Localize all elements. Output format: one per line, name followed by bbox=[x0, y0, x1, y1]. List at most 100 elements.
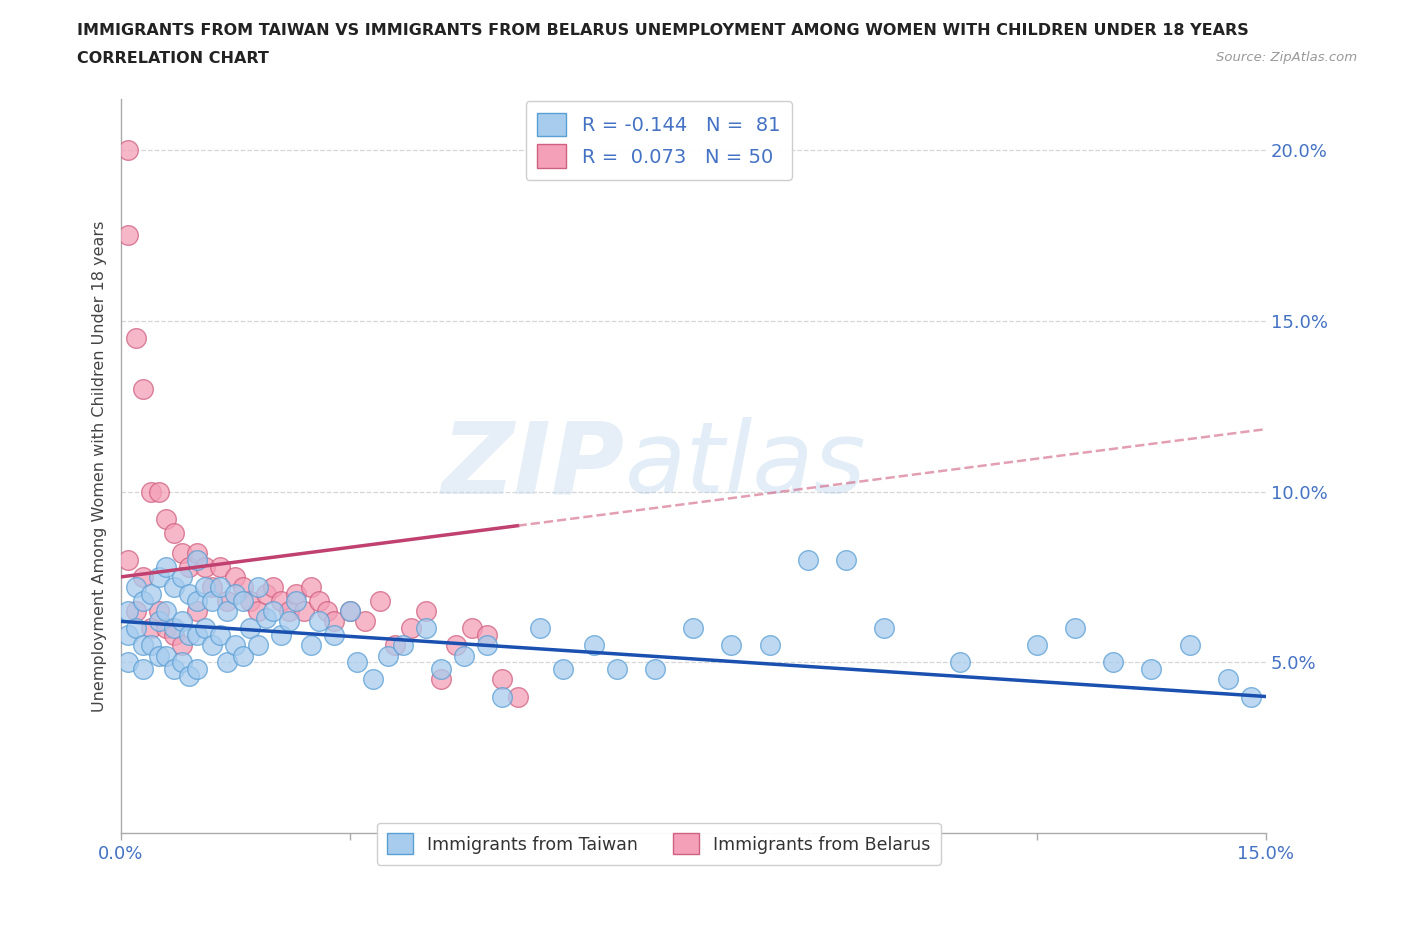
Point bbox=[155, 604, 177, 618]
Point bbox=[217, 604, 239, 618]
Point bbox=[224, 569, 246, 584]
Legend: Immigrants from Taiwan, Immigrants from Belarus: Immigrants from Taiwan, Immigrants from … bbox=[377, 823, 941, 865]
Point bbox=[224, 638, 246, 653]
Point bbox=[682, 620, 704, 635]
Point bbox=[475, 628, 498, 643]
Point bbox=[1102, 655, 1125, 670]
Point bbox=[270, 593, 292, 608]
Point bbox=[232, 579, 254, 594]
Point bbox=[125, 620, 148, 635]
Point bbox=[339, 604, 361, 618]
Point bbox=[163, 579, 186, 594]
Point bbox=[232, 648, 254, 663]
Point bbox=[277, 614, 299, 629]
Point bbox=[117, 228, 139, 243]
Point bbox=[186, 604, 208, 618]
Point bbox=[217, 593, 239, 608]
Point bbox=[224, 587, 246, 602]
Point bbox=[346, 655, 368, 670]
Point bbox=[475, 638, 498, 653]
Point bbox=[246, 638, 269, 653]
Point bbox=[163, 628, 186, 643]
Point bbox=[163, 620, 186, 635]
Point bbox=[361, 672, 384, 687]
Point bbox=[163, 662, 186, 677]
Point bbox=[446, 638, 468, 653]
Point bbox=[873, 620, 896, 635]
Point bbox=[239, 620, 262, 635]
Point bbox=[170, 638, 193, 653]
Point bbox=[139, 620, 162, 635]
Point bbox=[430, 672, 453, 687]
Text: atlas: atlas bbox=[624, 418, 866, 514]
Point bbox=[553, 662, 575, 677]
Point bbox=[285, 587, 308, 602]
Text: IMMIGRANTS FROM TAIWAN VS IMMIGRANTS FROM BELARUS UNEMPLOYMENT AMONG WOMEN WITH : IMMIGRANTS FROM TAIWAN VS IMMIGRANTS FRO… bbox=[77, 23, 1249, 38]
Point bbox=[155, 512, 177, 526]
Point bbox=[292, 604, 315, 618]
Point bbox=[139, 485, 162, 499]
Point bbox=[239, 593, 262, 608]
Point bbox=[308, 593, 330, 608]
Point bbox=[117, 604, 139, 618]
Point bbox=[179, 587, 201, 602]
Point bbox=[399, 620, 422, 635]
Point bbox=[1025, 638, 1047, 653]
Point bbox=[491, 672, 513, 687]
Point bbox=[415, 604, 437, 618]
Point bbox=[720, 638, 742, 653]
Point bbox=[132, 381, 155, 396]
Point bbox=[132, 569, 155, 584]
Point bbox=[117, 628, 139, 643]
Point bbox=[163, 525, 186, 540]
Point bbox=[179, 559, 201, 574]
Point bbox=[299, 638, 322, 653]
Point bbox=[201, 579, 224, 594]
Point bbox=[246, 579, 269, 594]
Point bbox=[193, 579, 215, 594]
Point bbox=[949, 655, 972, 670]
Point bbox=[170, 614, 193, 629]
Text: Source: ZipAtlas.com: Source: ZipAtlas.com bbox=[1216, 51, 1357, 64]
Point bbox=[148, 604, 170, 618]
Point bbox=[186, 593, 208, 608]
Point bbox=[117, 142, 139, 157]
Point bbox=[506, 689, 529, 704]
Point bbox=[254, 587, 277, 602]
Point bbox=[148, 485, 170, 499]
Point bbox=[1140, 662, 1163, 677]
Point bbox=[186, 628, 208, 643]
Point bbox=[1064, 620, 1087, 635]
Point bbox=[186, 552, 208, 567]
Point bbox=[323, 614, 346, 629]
Point bbox=[270, 628, 292, 643]
Point bbox=[461, 620, 484, 635]
Point bbox=[155, 620, 177, 635]
Point bbox=[246, 604, 269, 618]
Point bbox=[1239, 689, 1261, 704]
Point bbox=[132, 662, 155, 677]
Point bbox=[201, 638, 224, 653]
Point bbox=[148, 648, 170, 663]
Point bbox=[132, 638, 155, 653]
Point bbox=[186, 546, 208, 561]
Point bbox=[148, 569, 170, 584]
Point bbox=[285, 593, 308, 608]
Point bbox=[384, 638, 406, 653]
Point bbox=[170, 569, 193, 584]
Point bbox=[262, 579, 284, 594]
Point bbox=[262, 604, 284, 618]
Point bbox=[315, 604, 337, 618]
Point bbox=[125, 579, 148, 594]
Point bbox=[254, 610, 277, 625]
Y-axis label: Unemployment Among Women with Children Under 18 years: Unemployment Among Women with Children U… bbox=[93, 220, 107, 711]
Point bbox=[392, 638, 415, 653]
Point bbox=[232, 593, 254, 608]
Point bbox=[796, 552, 818, 567]
Point bbox=[186, 662, 208, 677]
Point bbox=[308, 614, 330, 629]
Text: ZIP: ZIP bbox=[441, 418, 624, 514]
Point bbox=[139, 638, 162, 653]
Point bbox=[323, 628, 346, 643]
Point bbox=[299, 579, 322, 594]
